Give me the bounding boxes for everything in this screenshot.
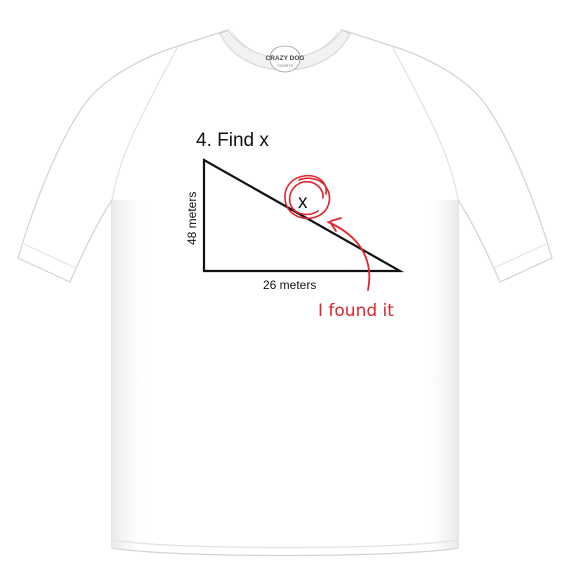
left-sleeve-seam: [111, 45, 179, 201]
brand-logo-shape: [269, 45, 301, 73]
tshirt-left-shade: [112, 200, 150, 552]
right-sleeve-hem: [493, 243, 547, 269]
red-circle: [284, 174, 331, 220]
base-label: 26 meters: [263, 278, 316, 292]
tshirt-right-shade: [420, 200, 458, 552]
print-design: 4. Find x 48 meters 26 meters x I found …: [185, 130, 405, 321]
height-label: 48 meters: [185, 192, 199, 245]
brand-tag: CRAZY DOG TSHIRTS: [266, 45, 305, 73]
problem-title: 4. Find x: [196, 130, 269, 151]
brand-sub: TSHIRTS: [277, 64, 294, 68]
tshirt: [17, 29, 553, 557]
brand-name: CRAZY DOG: [266, 55, 305, 62]
x-mark: x: [298, 192, 308, 213]
bottom-hem: [111, 539, 459, 549]
right-sleeve-seam: [391, 45, 459, 201]
left-sleeve-hem: [23, 243, 77, 269]
answer-text: I found it: [318, 301, 394, 321]
triangle: [202, 158, 405, 273]
red-arrow: [327, 217, 371, 291]
tshirt-body: [17, 29, 553, 557]
